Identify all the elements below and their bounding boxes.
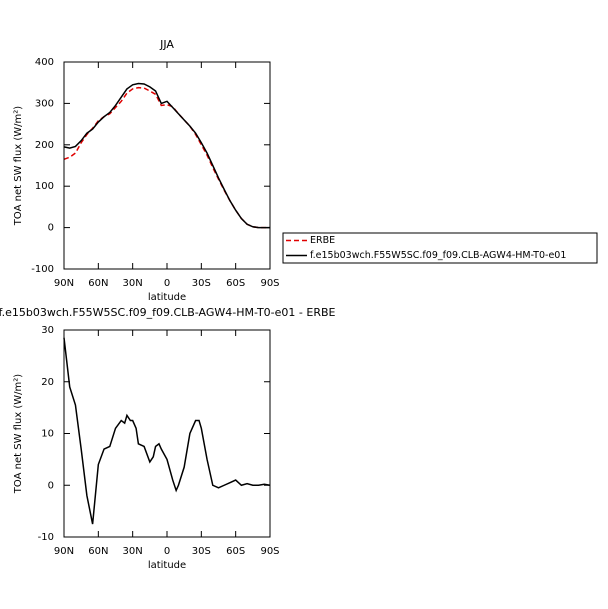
x-tick-label: 60S [226,546,245,557]
x-tick-label: 90S [260,278,279,289]
y-tick-label: 300 [35,98,54,109]
x-tick-label: 60S [226,278,245,289]
x-tick-label: 30S [192,278,211,289]
chart-title: f.e15b03wch.F55W5SC.f09_f09.CLB-AGW4-HM-… [0,306,336,319]
plot-frame [63,329,271,538]
x-tick-label: 60N [88,546,108,557]
x-axis-label: latitude [148,292,186,303]
x-tick-label: 90N [54,278,74,289]
x-tick-label: 0 [164,546,170,557]
y-tick-label: -100 [31,264,54,275]
series-line [63,337,271,525]
x-tick-label: 60N [88,278,108,289]
plot-frame [63,61,271,270]
y-axis-label: TOA net SW flux (W/m²) [13,374,24,494]
series-line [63,82,270,229]
y-tick-label: 400 [35,57,54,68]
legend-label: ERBE [310,235,335,246]
y-tick-label: 20 [41,377,54,388]
x-tick-label: 90S [260,546,279,557]
y-tick-label: 0 [48,480,54,491]
x-tick-label: 30N [123,278,143,289]
x-tick-label: 0 [164,278,170,289]
y-tick-label: 30 [41,325,54,336]
chart-title: JJA [159,38,174,51]
y-tick-label: -10 [38,532,54,543]
y-tick-label: 100 [35,181,54,192]
y-tick-label: 200 [35,140,54,151]
legend-label: f.e15b03wch.F55W5SC.f09_f09.CLB-AGW4-HM-… [310,250,566,261]
y-tick-label: 10 [41,429,54,440]
y-tick-label: 0 [48,223,54,234]
series-line [63,86,270,229]
y-axis-label: TOA net SW flux (W/m²) [13,106,24,226]
x-axis-label: latitude [148,560,186,571]
legend-box [282,232,598,264]
x-tick-label: 90N [54,546,74,557]
x-tick-label: 30S [192,546,211,557]
x-tick-label: 30N [123,546,143,557]
